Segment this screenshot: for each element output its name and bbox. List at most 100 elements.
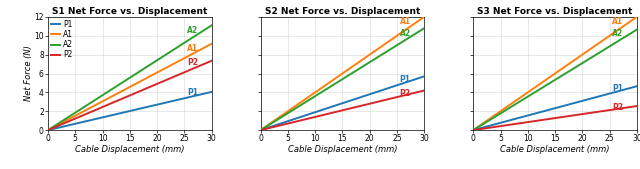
Point [64, 115, 74, 117]
Point [564, 120, 575, 123]
Point [80, 122, 90, 125]
Point [599, 113, 609, 116]
Point [174, 63, 184, 65]
Point [515, 103, 525, 106]
Point [559, 68, 569, 71]
Point [134, 81, 144, 84]
Point [369, 93, 380, 96]
Point [327, 110, 337, 112]
Point [527, 84, 537, 87]
Point [105, 101, 115, 104]
Point [484, 124, 494, 126]
Point [179, 74, 189, 76]
Point [407, 16, 417, 18]
Point [555, 69, 565, 71]
Point [189, 50, 199, 53]
Point [342, 83, 353, 86]
Point [137, 96, 147, 99]
Point [522, 88, 532, 90]
Point [589, 62, 600, 65]
Point [196, 71, 207, 74]
Point [502, 128, 512, 131]
Point [477, 124, 488, 126]
Point [69, 125, 79, 128]
Point [173, 105, 184, 107]
Point [574, 78, 584, 80]
Point [206, 49, 216, 51]
Point [536, 119, 547, 122]
Point [389, 88, 399, 91]
Point [171, 100, 181, 103]
Point [150, 89, 161, 92]
Point [582, 96, 592, 99]
Point [196, 85, 206, 87]
Point [182, 55, 193, 58]
Title: S1 Net Force vs. Displacement: S1 Net Force vs. Displacement [52, 7, 207, 16]
Point [260, 126, 271, 129]
Point [384, 23, 394, 25]
Point [194, 69, 204, 72]
Point [579, 84, 589, 86]
Point [200, 63, 210, 66]
Point [516, 117, 526, 120]
Point [547, 82, 557, 85]
Point [54, 125, 64, 128]
Point [55, 119, 65, 122]
Point [92, 109, 102, 112]
Point [472, 129, 483, 131]
Point [499, 109, 509, 112]
Point [595, 59, 605, 62]
Point [58, 124, 68, 127]
Point [106, 97, 116, 100]
Point [508, 117, 518, 119]
Point [268, 127, 278, 130]
Point [85, 97, 95, 100]
Point [520, 88, 531, 91]
Point [586, 95, 596, 98]
Point [138, 66, 148, 69]
Point [64, 113, 74, 116]
Point [152, 81, 163, 83]
Point [394, 48, 404, 51]
Point [516, 93, 527, 95]
Point [509, 115, 520, 118]
Point [478, 120, 488, 123]
Point [81, 108, 91, 110]
Point [300, 95, 310, 98]
Point [587, 55, 597, 58]
Point [625, 69, 636, 71]
Point [200, 65, 210, 68]
Point [536, 120, 547, 122]
Point [321, 81, 331, 83]
Point [202, 43, 212, 46]
Point [580, 20, 591, 23]
Point [112, 106, 122, 108]
Point [518, 68, 529, 71]
Point [119, 106, 129, 108]
Point [200, 86, 211, 89]
Point [519, 78, 529, 81]
Point [134, 111, 145, 114]
Point [573, 71, 584, 74]
Point [556, 90, 566, 92]
Point [67, 106, 77, 108]
Point [132, 62, 142, 65]
Point [534, 70, 545, 73]
Point [383, 51, 394, 54]
Point [166, 60, 176, 63]
Point [137, 84, 147, 87]
Point [585, 85, 595, 87]
Point [494, 115, 504, 118]
Point [93, 110, 103, 113]
Point [351, 72, 362, 75]
Point [536, 85, 546, 88]
Point [627, 66, 637, 69]
Point [472, 129, 483, 131]
Point [104, 112, 114, 115]
Point [149, 113, 159, 115]
Point [328, 96, 339, 99]
Point [319, 87, 329, 90]
Point [408, 87, 418, 90]
Point [629, 16, 639, 18]
Point [61, 114, 72, 116]
